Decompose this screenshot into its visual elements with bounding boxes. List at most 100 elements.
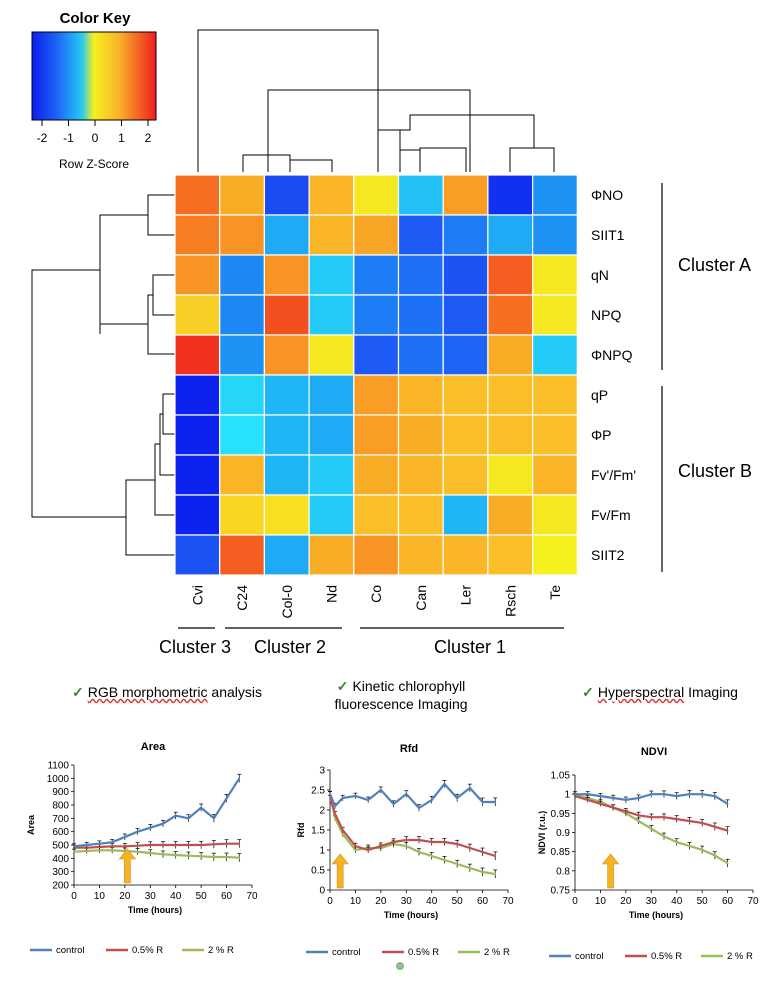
heatmap-cell	[442, 414, 489, 456]
x-tick-label: 40	[170, 891, 182, 902]
x-tick-label: 60	[221, 891, 233, 902]
heatmap-row-label: Fv/Fm	[591, 507, 631, 523]
y-tick-label: 1000	[47, 774, 70, 785]
heatmap-row-label: ΦNO	[591, 187, 623, 203]
x-tick-label: 60	[477, 896, 489, 907]
data-point	[599, 802, 602, 805]
y-tick-label: 2	[319, 806, 325, 817]
x-tick-label: 70	[502, 896, 514, 907]
data-point	[650, 793, 653, 796]
legend-label: control	[56, 945, 85, 956]
data-point	[341, 829, 344, 831]
y-tick-label: 1	[319, 846, 325, 857]
data-point	[187, 844, 190, 846]
heatmap-cell	[442, 294, 489, 336]
heatmap-cell	[219, 534, 265, 576]
data-point	[174, 814, 177, 817]
y-tick-label: 200	[52, 881, 69, 892]
heatmap-row-label: qP	[591, 387, 608, 403]
hyper-caption-underlined: Hyperspectral	[597, 684, 685, 700]
heatmap-cell	[531, 494, 578, 536]
data-point	[468, 847, 471, 849]
heatmap-cell	[487, 334, 534, 376]
x-axis-label: Time (hours)	[629, 910, 683, 920]
color-key-tick-label: -2	[37, 131, 48, 145]
data-point	[329, 793, 331, 795]
heatmap-cell	[263, 414, 310, 456]
data-point	[405, 793, 408, 795]
data-point	[494, 801, 497, 803]
data-point	[200, 855, 203, 858]
data-point	[663, 793, 665, 796]
data-point	[334, 817, 336, 819]
heatmap-cell	[397, 254, 444, 296]
x-tick-label: 0	[71, 891, 77, 902]
y-tick-label: 800	[52, 801, 69, 812]
heatmap-cell	[397, 374, 444, 416]
data-point	[212, 856, 215, 858]
kinetic-caption-line1: Kinetic chlorophyll	[352, 678, 466, 694]
heatmap-cell	[487, 454, 534, 496]
heatmap-cell	[442, 494, 489, 536]
data-point	[111, 845, 114, 848]
heatmap-cell	[487, 174, 534, 216]
heatmap-cell	[174, 414, 221, 456]
column-dendrogram	[197, 29, 555, 172]
heatmap-cell	[263, 294, 310, 336]
series-control	[328, 780, 498, 812]
x-tick-label: 30	[145, 891, 157, 902]
heatmap-cell	[397, 534, 444, 576]
data-point	[149, 844, 152, 846]
line-chart-ndvi: NDVI 0 10 20 30 40 50 60 70 0.75 0.8 0.85 0.9 0.95 1 1.…	[537, 746, 759, 962]
y-tick-label: 1.5	[311, 826, 325, 837]
color-key-tick-label: -1	[63, 131, 74, 145]
heatmap-cell	[219, 254, 265, 296]
heatmap-cell	[353, 214, 400, 256]
data-point	[701, 848, 704, 851]
heatmap-cell	[397, 454, 444, 496]
heatmap-cell	[442, 374, 489, 416]
legend-label: control	[332, 947, 361, 958]
data-point	[430, 841, 433, 843]
series-control	[573, 790, 730, 808]
heatmap-row-label: ΦNPQ	[591, 347, 633, 363]
data-point	[392, 803, 395, 805]
data-point	[111, 841, 114, 844]
data-point	[726, 802, 729, 805]
data-point	[637, 820, 640, 822]
chart-legend: control 0.5% R 2 % R	[549, 951, 753, 962]
heatmap-cell	[308, 294, 355, 336]
y-tick-label: 0.9	[556, 828, 570, 839]
series-line	[74, 842, 240, 849]
data-point	[354, 845, 357, 847]
y-tick-label: 0	[319, 886, 325, 897]
color-key: Color Key -2 -1 0 1 2 Row Z-Score	[31, 10, 157, 171]
heatmap-cell	[263, 334, 310, 376]
heatmap-cell	[219, 294, 265, 336]
heatmap-cell	[487, 374, 534, 416]
data-point	[443, 841, 446, 843]
heatmap-cell	[174, 454, 221, 496]
data-point	[187, 817, 190, 820]
x-tick-label: 10	[94, 891, 106, 902]
series-line	[73, 849, 240, 859]
data-point	[212, 843, 215, 846]
data-point	[162, 844, 164, 846]
x-tick-label: 30	[646, 896, 658, 907]
data-point	[334, 805, 336, 807]
heatmap-cell	[174, 534, 221, 576]
data-point	[612, 806, 615, 809]
hyper-caption: ✓ Hyperspectral Imaging	[570, 683, 750, 701]
data-point	[334, 813, 336, 815]
heatmap-cell	[263, 494, 310, 536]
heatmap-col-label: Ler	[458, 585, 474, 606]
data-point	[675, 841, 678, 843]
y-tick-label: 900	[52, 787, 69, 798]
data-point	[726, 829, 729, 832]
heatmap-row-label: SIIT2	[591, 547, 625, 563]
x-tick-label: 70	[747, 896, 759, 907]
legend-label: 0.5% R	[408, 947, 439, 958]
data-point	[456, 797, 459, 799]
heatmap-cell	[397, 214, 444, 256]
data-point	[111, 849, 114, 852]
